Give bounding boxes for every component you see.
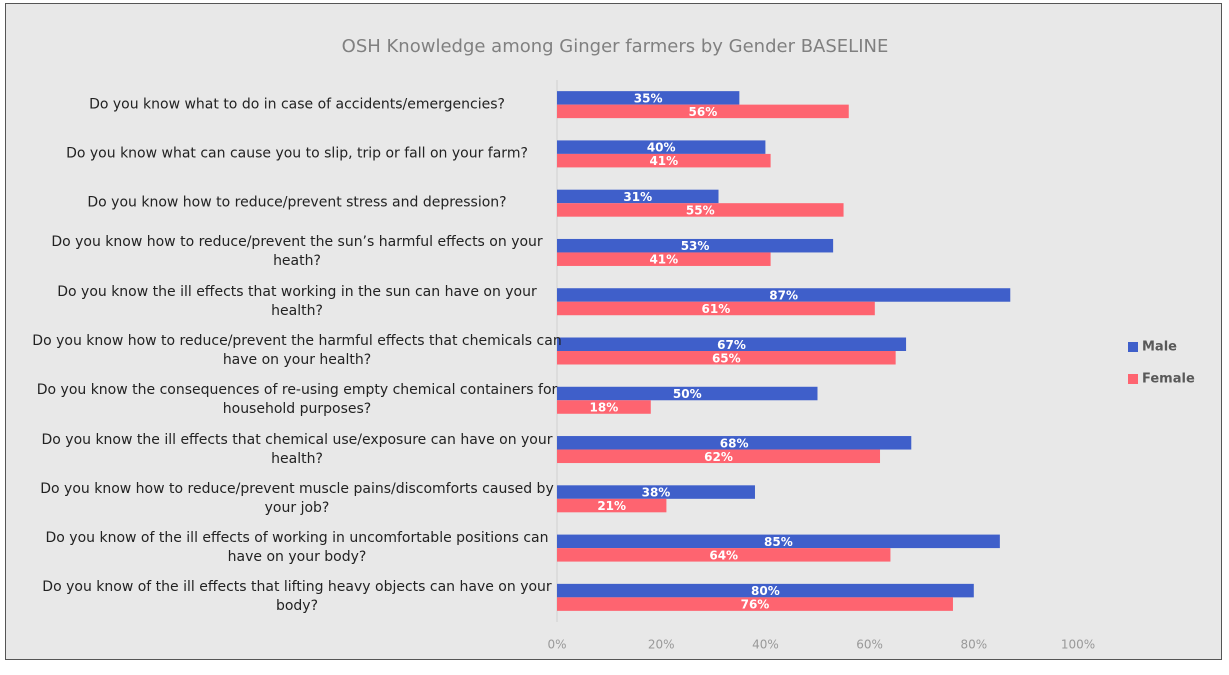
data-label: 87%	[769, 288, 798, 302]
y-tick-label: Do you know of the ill effects of workin…	[45, 530, 549, 566]
y-tick-label: Do you know what can cause you to slip, …	[66, 145, 528, 162]
bar	[557, 104, 849, 119]
data-label: 65%	[712, 351, 741, 365]
data-label: 41%	[649, 253, 678, 267]
data-label: 55%	[686, 203, 715, 217]
y-tick-label: Do you know how to reduce/prevent muscle…	[40, 480, 554, 516]
bar	[557, 203, 844, 217]
bar	[557, 189, 719, 204]
x-tick-label: 100%	[1061, 638, 1095, 652]
bar	[557, 301, 875, 316]
legend-label: Male	[1142, 340, 1177, 355]
data-label: 80%	[751, 584, 780, 598]
data-label: 50%	[673, 387, 702, 401]
bar	[557, 238, 834, 253]
data-label: 38%	[642, 486, 671, 500]
bar	[557, 386, 818, 401]
data-label: 64%	[709, 548, 738, 562]
bar	[557, 337, 907, 351]
bar	[557, 153, 771, 168]
bar	[557, 449, 881, 464]
legend-swatch	[1128, 342, 1138, 352]
data-label: 56%	[689, 105, 718, 119]
bar	[557, 252, 771, 266]
bar	[557, 548, 891, 562]
x-tick-label: 40%	[752, 638, 779, 652]
bar	[557, 485, 755, 499]
data-label: 21%	[597, 499, 626, 513]
chart-title: OSH Knowledge among Ginger farmers by Ge…	[342, 36, 889, 57]
data-label: 62%	[704, 450, 733, 464]
data-label: 67%	[717, 338, 746, 352]
data-label: 18%	[590, 401, 619, 415]
data-label: 76%	[741, 598, 770, 612]
x-tick-label: 0%	[547, 638, 566, 652]
bar	[557, 597, 953, 611]
bar	[557, 534, 1000, 549]
y-tick-label: Do you know what to do in case of accide…	[89, 96, 505, 113]
data-label: 31%	[623, 190, 652, 204]
bar	[557, 400, 651, 414]
data-label: 40%	[647, 141, 676, 155]
data-label: 41%	[649, 154, 678, 168]
bar	[557, 140, 766, 154]
y-tick-label: Do you know how to reduce/prevent the su…	[51, 234, 543, 270]
bar	[557, 436, 912, 450]
bar	[557, 498, 667, 513]
y-tick-label: Do you know how to reduce/prevent stress…	[87, 194, 507, 211]
data-label: 85%	[764, 535, 793, 549]
data-label: 35%	[634, 91, 663, 105]
bar	[557, 583, 974, 598]
bar	[557, 288, 1011, 302]
y-tick-label: Do you know the consequences of re-using…	[36, 382, 558, 418]
legend-label: Female	[1142, 372, 1195, 387]
bar	[557, 351, 896, 365]
y-tick-label: Do you know of the ill effects that lift…	[42, 579, 552, 615]
bar	[557, 91, 740, 105]
data-label: 53%	[681, 239, 710, 253]
x-tick-label: 20%	[648, 638, 675, 652]
legend-swatch	[1128, 374, 1138, 384]
x-tick-label: 80%	[960, 638, 987, 652]
y-tick-label: Do you know how to reduce/prevent the ha…	[32, 333, 562, 368]
y-tick-label: Do you know the ill effects that working…	[57, 283, 537, 319]
x-tick-label: 60%	[856, 638, 883, 652]
y-tick-label: Do you know the ill effects that chemica…	[41, 431, 553, 467]
data-label: 61%	[702, 302, 731, 316]
data-label: 68%	[720, 436, 749, 450]
